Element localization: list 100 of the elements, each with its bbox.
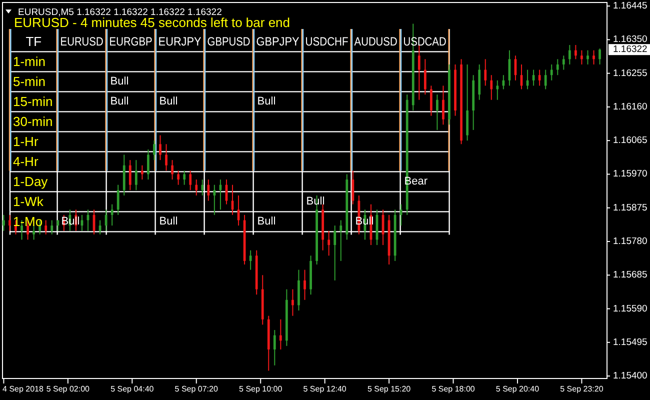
candlestick [140,164,144,180]
candlestick [104,209,108,232]
candlestick [538,69,541,86]
candlestick [207,179,210,202]
y-tick-label: 15-min [13,94,53,110]
y-tick-label: 1.15590 [613,303,648,314]
candlestick [153,140,156,161]
candlestick [292,288,294,316]
text: Bull [110,96,129,108]
candlestick [165,144,168,172]
text: Bull [159,216,178,228]
y-tick-label: 5-min [13,74,46,90]
y-tick-label: 1.15875 [613,202,648,214]
text: EURUSD,M5 1.16322 1.16322 1.16322 1.16322 [18,7,222,18]
y-tick-label: 1.16445 [613,0,648,12]
x-tick-label: 5 Sep 23:20 [560,384,604,394]
text: EURUSD - 4 minutes 45 seconds left to bar end [14,15,290,30]
candlestick [490,74,493,100]
candlestick [430,85,432,116]
x-tick-label: USDCHF [305,34,356,48]
candlestick [201,179,204,196]
candlestick [550,64,553,81]
x-tick-label: EURGBP [109,34,160,48]
x-tick-label: 5 Sep 02:00 [46,384,90,394]
candlestick [128,160,132,191]
candlestick [273,329,276,366]
candlestick [556,58,559,76]
y-tick-label: 1-Wk [13,194,44,210]
candlestick [580,50,583,65]
candlestick [424,58,426,96]
candlestick [183,170,186,186]
candlestick [171,160,174,180]
y-tick-label: 1-Hr [13,134,39,150]
candlestick [8,214,11,232]
x-tick-label: 5 Sep 10:00 [239,384,283,394]
y-tick-label: 1.15780 [613,236,648,247]
x-tick-label: 5 Sep 18:00 [432,384,476,394]
candlestick [592,50,595,65]
candlestick [598,48,601,65]
y-tick-label: 1-Mo [13,214,43,230]
x-tick-label: GBPUSD [207,34,258,48]
candlestick [502,74,505,90]
candlestick [562,55,565,70]
candlestick [418,44,420,100]
candlestick [134,160,138,191]
candlestick [56,220,60,232]
x-tick-label: AUDUSD [354,34,405,48]
candlestick [116,184,120,216]
candlestick [304,269,306,300]
candlestick [249,250,252,270]
y-tick-label: 1-min [13,54,46,70]
x-tick-label: GBPJPY [256,34,304,48]
candlestick [400,204,402,226]
text: 1.16322 [613,44,648,56]
candlestick [195,179,198,196]
y-tick-label: 1.15400 [613,370,648,382]
candlestick [436,94,438,130]
candlestick [544,69,547,90]
candlestick [574,44,577,60]
candlestick [484,58,487,86]
candlestick [147,148,150,180]
candlestick [442,85,444,126]
y-tick-label: 30-min [13,114,53,130]
y-tick-label: 1.16350 [613,34,648,46]
text: Bull [257,216,276,228]
y-tick-label: 1.16255 [613,68,648,79]
candlestick [32,225,36,240]
candlestick [328,230,330,256]
x-tick-label: EURUSD [60,34,111,48]
y-tick-label: 1-Day [13,174,48,190]
candlestick [2,214,5,232]
x-tick-label: EURJPY [158,34,206,48]
candlestick [44,220,48,235]
candlestick [340,220,342,262]
candlestick [177,170,180,186]
x-tick-label: 5 Sep 15:20 [367,384,412,394]
candlestick [50,220,54,235]
text: Bull [257,96,276,108]
y-axis-title: TF [26,34,42,49]
x-tick-label: 5 Sep 07:20 [174,384,218,394]
candlestick [110,204,114,226]
candlestick [159,134,162,161]
candlestick [496,80,499,100]
candlestick [352,170,354,205]
text: Bull [110,76,129,88]
candlestick [334,225,336,281]
y-tick-label: 1.15970 [613,168,648,180]
y-tick-label: 1.16065 [613,135,648,146]
y-tick-label: 1.15685 [613,270,648,281]
candlestick [568,44,571,65]
candlestick [279,318,282,350]
y-tick-label: 1.16160 [613,101,648,112]
y-tick-label: 1.15495 [613,336,648,348]
candlestick [189,170,192,191]
x-tick-label: 4 Sep 2018 [2,384,44,394]
x-tick-label: 5 Sep 04:40 [110,384,154,394]
candlestick [213,184,216,216]
x-tick-label: 5 Sep 12:40 [303,384,347,394]
text: Bull [159,96,178,108]
x-tick-label: 5 Sep 20:40 [496,384,540,394]
